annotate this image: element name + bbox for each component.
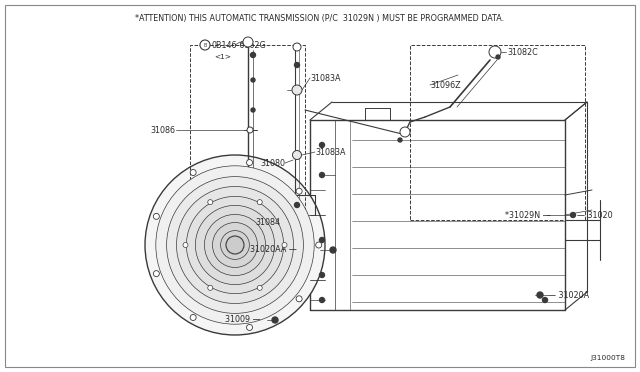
Circle shape [154, 214, 159, 219]
Circle shape [204, 214, 266, 276]
Circle shape [292, 85, 302, 95]
Circle shape [166, 177, 303, 313]
Text: 31086: 31086 [150, 125, 175, 135]
Circle shape [296, 296, 302, 302]
Text: 31083A: 31083A [310, 74, 340, 83]
Circle shape [246, 160, 253, 166]
Circle shape [145, 155, 325, 335]
Circle shape [251, 78, 255, 82]
Circle shape [316, 242, 322, 248]
Circle shape [190, 170, 196, 176]
Circle shape [247, 127, 253, 133]
Circle shape [156, 166, 314, 324]
Circle shape [257, 200, 262, 205]
Circle shape [177, 186, 294, 304]
Text: *ATTENTION) THIS AUTOMATIC TRANSMISSION (P/C  31029N ) MUST BE PROGRAMMED DATA.: *ATTENTION) THIS AUTOMATIC TRANSMISSION … [136, 13, 504, 22]
Circle shape [208, 200, 212, 205]
Text: B: B [204, 42, 207, 48]
Circle shape [319, 173, 324, 177]
Circle shape [183, 243, 188, 247]
Circle shape [251, 108, 255, 112]
Text: 0B146-6162G: 0B146-6162G [212, 41, 267, 49]
Circle shape [570, 212, 575, 218]
Circle shape [294, 202, 300, 208]
Circle shape [543, 298, 547, 302]
Bar [410, 45, 585, 220]
Text: — 31020: — 31020 [577, 211, 612, 219]
Circle shape [186, 196, 284, 294]
Circle shape [212, 222, 257, 267]
Text: 31084: 31084 [255, 218, 280, 227]
Circle shape [190, 314, 196, 321]
Circle shape [319, 273, 324, 278]
Circle shape [246, 324, 253, 330]
Circle shape [319, 298, 324, 302]
Text: 31009 —: 31009 — [225, 315, 260, 324]
Circle shape [282, 243, 287, 247]
Text: J31000T8: J31000T8 [590, 355, 625, 361]
Text: <1>: <1> [214, 54, 231, 60]
Circle shape [294, 62, 300, 67]
Circle shape [537, 292, 543, 298]
Text: *31029N —: *31029N — [505, 211, 550, 219]
Circle shape [195, 205, 275, 285]
Circle shape [489, 46, 501, 58]
Text: 31082C: 31082C [507, 48, 538, 57]
Circle shape [243, 37, 253, 47]
Circle shape [293, 43, 301, 51]
Circle shape [398, 138, 402, 142]
Text: 31020AA —: 31020AA — [250, 246, 297, 254]
Circle shape [221, 231, 250, 259]
Circle shape [296, 188, 302, 194]
Circle shape [200, 40, 210, 50]
Bar [190, 45, 305, 240]
Circle shape [292, 151, 301, 160]
Circle shape [400, 127, 410, 137]
Text: 31096Z: 31096Z [430, 80, 461, 90]
Circle shape [272, 317, 278, 323]
Circle shape [250, 52, 255, 58]
Circle shape [319, 142, 324, 148]
Circle shape [226, 236, 244, 254]
Circle shape [330, 247, 336, 253]
Text: — 31020A: — 31020A [548, 291, 589, 299]
Circle shape [154, 270, 159, 277]
Circle shape [257, 285, 262, 291]
Circle shape [208, 285, 212, 291]
Circle shape [319, 237, 324, 243]
Text: 31080: 31080 [260, 158, 285, 167]
Circle shape [496, 55, 500, 59]
Text: 31083A: 31083A [315, 148, 346, 157]
